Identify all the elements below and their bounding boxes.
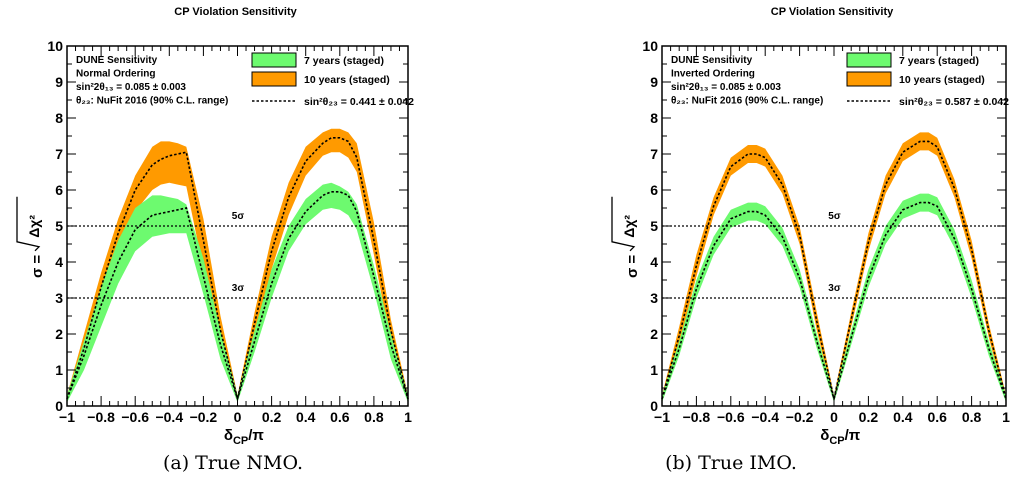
- y-tick-label: 8: [55, 110, 63, 126]
- reference-label-3σ: 3σ: [828, 283, 841, 294]
- info-text-line: sin²2θ₁₃ = 0.085 ± 0.003: [671, 82, 781, 93]
- x-tick-label: −1: [654, 409, 670, 425]
- legend-label: 7 years (staged): [899, 55, 979, 67]
- info-text-line: DUNE Sensitivity: [76, 55, 158, 66]
- chart-1: CP Violation Sensitivity5σ3σ012345678910…: [16, 6, 414, 447]
- y-tick-label: 8: [650, 110, 658, 126]
- legend-label: sin²θ₂₃ = 0.587 ± 0.042: [899, 96, 1009, 108]
- reference-label-3σ: 3σ: [232, 283, 245, 294]
- y-axis-title: σ = Δχ²: [16, 196, 46, 278]
- chart-title: CP Violation Sensitivity: [174, 6, 297, 18]
- y-tick-label: 3: [55, 290, 63, 306]
- y-axis-title-prefix: σ =: [29, 255, 46, 278]
- y-tick-label: 3: [650, 290, 658, 306]
- y-tick-label: 6: [650, 182, 658, 198]
- x-tick-label: −0.2: [786, 409, 814, 425]
- info-text-line: Inverted Ordering: [671, 69, 755, 80]
- reference-label-5σ: 5σ: [232, 211, 245, 222]
- y-tick-label: 2: [650, 326, 658, 342]
- x-tick-label: −0.4: [155, 409, 183, 425]
- legend-swatch: [251, 52, 297, 68]
- chart-title: CP Violation Sensitivity: [771, 6, 894, 18]
- legend-swatch: [846, 52, 892, 68]
- legend-label: 7 years (staged): [304, 55, 384, 67]
- x-tick-label: 0.4: [893, 409, 913, 425]
- reference-label-5σ: 5σ: [828, 211, 841, 222]
- x-tick-label: 1: [1002, 409, 1010, 425]
- x-tick-label: −0.6: [717, 409, 745, 425]
- y-tick-label: 10: [47, 38, 63, 54]
- y-tick-label: 5: [650, 218, 658, 234]
- central-curve-10yr: [66, 137, 409, 400]
- x-tick-label: −0.2: [190, 409, 218, 425]
- caption-right: (b) True IMO.: [665, 452, 797, 474]
- y-axis-title-radicand: Δχ²: [621, 215, 637, 238]
- legend-swatch: [846, 71, 892, 87]
- info-text-line: θ₂₃: NuFit 2016 (90% C.L. range): [76, 96, 228, 107]
- band-10yr: [662, 132, 1006, 403]
- x-tick-label: −0.8: [683, 409, 711, 425]
- y-axis-title: σ = Δχ²: [611, 196, 641, 278]
- x-tick-label: 0.2: [859, 409, 879, 425]
- y-tick-label: 4: [55, 254, 63, 270]
- info-text-line: DUNE Sensitivity: [671, 55, 753, 66]
- x-tick-label: 1: [404, 409, 412, 425]
- info-text-line: θ₂₃: NuFit 2016 (90% C.L. range): [671, 96, 823, 107]
- caption-left: (a) True NMO.: [162, 452, 304, 474]
- x-tick-label: 0.2: [262, 409, 282, 425]
- y-tick-label: 1: [650, 362, 658, 378]
- info-text-line: sin²2θ₁₃ = 0.085 ± 0.003: [76, 82, 186, 93]
- sqrt-sign: [16, 196, 41, 252]
- y-tick-label: 2: [55, 326, 63, 342]
- x-tick-label: 0.8: [962, 409, 982, 425]
- y-tick-label: 9: [55, 74, 63, 90]
- x-tick-label: 0: [234, 409, 242, 425]
- y-tick-label: 9: [650, 74, 658, 90]
- legend-swatch: [251, 71, 297, 87]
- x-axis-title: δCP/π: [224, 427, 265, 447]
- x-tick-label: −0.6: [121, 409, 149, 425]
- legend-label: 10 years (staged): [304, 74, 390, 86]
- y-tick-label: 5: [55, 218, 63, 234]
- y-tick-label: 7: [650, 146, 658, 162]
- y-tick-label: 0: [650, 398, 658, 414]
- x-tick-label: −0.4: [751, 409, 779, 425]
- sqrt-sign: [611, 196, 636, 252]
- y-tick-label: 0: [55, 398, 63, 414]
- x-tick-label: −1: [59, 409, 75, 425]
- legend-label: sin²θ₂₃ = 0.441 ± 0.042: [304, 96, 414, 108]
- x-tick-label: 0.8: [364, 409, 384, 425]
- x-tick-label: −0.8: [87, 409, 115, 425]
- x-tick-label: 0: [830, 409, 838, 425]
- x-tick-label: 0.4: [296, 409, 316, 425]
- y-tick-label: 4: [650, 254, 658, 270]
- y-tick-label: 10: [642, 38, 658, 54]
- y-axis-title-radicand: Δχ²: [26, 215, 42, 238]
- y-tick-label: 1: [55, 362, 63, 378]
- y-tick-label: 7: [55, 146, 63, 162]
- chart-2: CP Violation Sensitivity5σ3σ012345678910…: [611, 6, 1010, 447]
- y-tick-label: 6: [55, 182, 63, 198]
- x-tick-label: 0.6: [330, 409, 350, 425]
- info-text-line: Normal Ordering: [76, 69, 155, 80]
- y-axis-title-prefix: σ =: [624, 255, 641, 278]
- x-axis-title: δCP/π: [820, 427, 861, 447]
- x-tick-label: 0.6: [927, 409, 947, 425]
- legend-label: 10 years (staged): [899, 74, 985, 86]
